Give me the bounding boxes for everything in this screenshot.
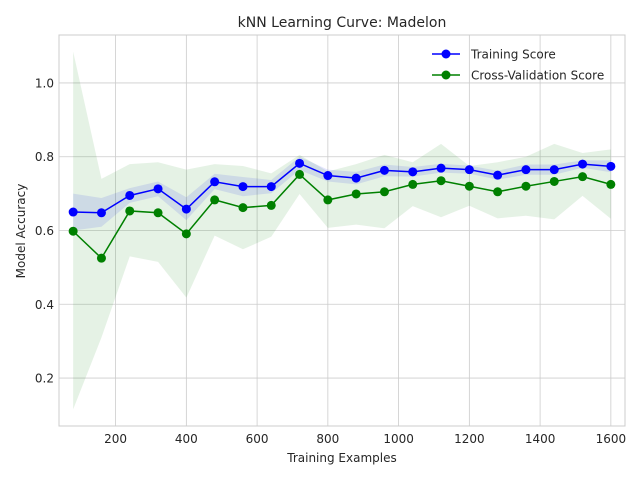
training-score-point (606, 161, 616, 171)
training-score-point (153, 184, 163, 194)
legend-training-label: Training Score (470, 48, 556, 62)
training-score-point (408, 167, 418, 177)
cross-validation-score-point (493, 187, 503, 197)
legend-training-marker (441, 49, 451, 59)
cross-validation-score-point (125, 206, 135, 216)
training-confidence-band (73, 156, 611, 231)
training-score-point (96, 208, 106, 218)
cross-validation-score-point (266, 200, 276, 210)
x-tick-label: 1000 (383, 432, 414, 446)
cross-validation-score-point (181, 229, 191, 239)
legend-cv-marker (441, 70, 451, 80)
plot-frame (58, 34, 626, 427)
chart-title: kNN Learning Curve: Madelon (238, 15, 447, 31)
training-score-point (521, 165, 531, 175)
y-tick-label: 0.8 (35, 150, 54, 164)
x-tick-label: 200 (104, 432, 127, 446)
cross-validation-score-point (96, 253, 106, 263)
cross-validation-score-point (295, 169, 305, 179)
cross-validation-score-point (464, 181, 474, 191)
training-score-point (266, 182, 276, 192)
cross-validation-score-point (68, 226, 78, 236)
legend: Training Score Cross-Validation Score (432, 48, 604, 83)
x-tick-label: 800 (316, 432, 339, 446)
y-tick-label: 0.6 (35, 224, 54, 238)
cross-validation-score-point (606, 179, 616, 189)
training-score-point (210, 177, 220, 187)
training-score-point (379, 165, 389, 175)
cross-validation-score-point (323, 195, 333, 205)
y-axis-label: Model Accuracy (14, 184, 28, 279)
cross-validation-score-point (549, 176, 559, 186)
x-tick-labels: 200 400 600 800 1000 1200 1400 1600 (104, 432, 626, 446)
training-score-point (125, 190, 135, 200)
cross-validation-score-point (521, 181, 531, 191)
legend-cv-label: Cross-Validation Score (471, 69, 604, 83)
x-tick-label: 1200 (454, 432, 485, 446)
training-score-point (351, 173, 361, 183)
grid-lines (59, 35, 625, 426)
x-tick-label: 1600 (596, 432, 627, 446)
cross-validation-score-point (436, 176, 446, 186)
y-tick-label: 0.2 (35, 372, 54, 386)
training-score-point (68, 207, 78, 217)
y-tick-label: 1.0 (35, 76, 54, 90)
cross-validation-score-line (72, 173, 612, 260)
y-tick-labels: 0.2 0.4 0.6 0.8 1.0 (35, 76, 54, 385)
y-tick-label: 0.4 (35, 298, 54, 312)
x-axis-label: Training Examples (286, 451, 396, 465)
training-score-point (464, 165, 474, 175)
training-score-point (323, 171, 333, 181)
training-score-point (238, 182, 248, 192)
legend-entry-cross-validation: Cross-Validation Score (432, 69, 604, 83)
cross-validation-score-point (351, 189, 361, 199)
training-score-point (493, 170, 503, 180)
cross-validation-score-point (379, 187, 389, 197)
x-tick-label: 1400 (525, 432, 556, 446)
cross-validation-score-point (408, 179, 418, 189)
series-points (68, 158, 616, 263)
training-score-point (295, 158, 305, 168)
training-score-point (181, 204, 191, 214)
plot-area (58, 34, 626, 427)
cross-validation-score-point (210, 195, 220, 205)
cross-validation-score-point (153, 208, 163, 218)
x-tick-label: 400 (175, 432, 198, 446)
series-lines (72, 162, 612, 260)
training-score-point (578, 159, 588, 169)
training-score-point (549, 165, 559, 175)
training-score-line (73, 162, 611, 214)
cross-validation-score-point (238, 203, 248, 213)
legend-entry-training: Training Score (432, 48, 556, 62)
training-score-point (436, 163, 446, 173)
x-tick-label: 600 (246, 432, 269, 446)
cross-validation-score-point (578, 172, 588, 182)
